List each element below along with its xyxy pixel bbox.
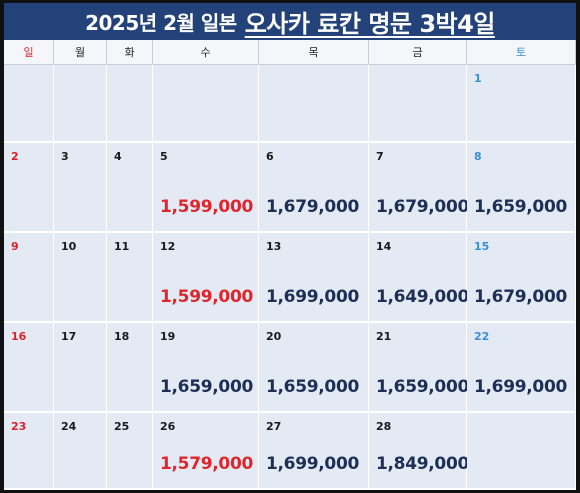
day-number: 5 (160, 150, 168, 163)
day-number: 25 (114, 420, 130, 433)
calendar-day-cell (153, 65, 259, 143)
calendar-day-cell[interactable]: 24 (54, 413, 107, 490)
calendar-day-cell[interactable]: 10 (54, 233, 107, 323)
calendar-day-cell[interactable]: 27 1,699,000 (259, 413, 369, 490)
price: 1,679,000 (376, 197, 470, 217)
weekday-tue: 화 (107, 40, 153, 65)
day-number: 18 (114, 330, 130, 343)
weekday-sat: 토 (467, 40, 576, 65)
day-number: 21 (376, 330, 392, 343)
day-number: 16 (11, 330, 27, 343)
day-number: 2 (11, 150, 19, 163)
price: 1,679,000 (266, 197, 360, 217)
price: 1,659,000 (160, 377, 254, 397)
calendar-day-cell[interactable]: 2 (4, 143, 54, 233)
calendar-day-cell[interactable]: 20 1,659,000 (259, 323, 369, 413)
day-number: 22 (474, 330, 490, 343)
price-highlight: 1,579,000 (160, 454, 254, 474)
price: 1,679,000 (474, 287, 568, 307)
calendar-day-cell[interactable]: 25 (107, 413, 153, 490)
day-number: 12 (160, 240, 176, 253)
calendar-day-cell[interactable]: 16 (4, 323, 54, 413)
weekday-thu: 목 (259, 40, 369, 65)
calendar-day-cell (4, 65, 54, 143)
calendar-day-cell (467, 413, 576, 490)
calendar-day-cell[interactable]: 1 (467, 65, 576, 143)
weekday-mon: 월 (54, 40, 107, 65)
price: 1,659,000 (266, 377, 360, 397)
calendar-day-cell[interactable]: 8 1,659,000 (467, 143, 576, 233)
day-number: 4 (114, 150, 122, 163)
day-number: 20 (266, 330, 282, 343)
weekday-fri: 금 (369, 40, 467, 65)
day-number: 23 (11, 420, 27, 433)
day-number: 15 (474, 240, 490, 253)
title-bar: 2025년 2월 일본 오사카 료칸 명문 3박4일 (4, 3, 576, 40)
calendar-day-cell (54, 65, 107, 143)
day-number: 28 (376, 420, 392, 433)
calendar-day-cell[interactable]: 14 1,649,000 (369, 233, 470, 323)
day-number: 1 (474, 72, 482, 85)
calendar-day-cell[interactable]: 23 (4, 413, 54, 490)
calendar-day-cell[interactable]: 11 (107, 233, 153, 323)
price: 1,659,000 (376, 377, 470, 397)
day-number: 11 (114, 240, 130, 253)
calendar-day-cell[interactable]: 9 (4, 233, 54, 323)
day-number: 6 (266, 150, 274, 163)
day-number: 27 (266, 420, 282, 433)
calendar-day-cell (369, 65, 467, 143)
calendar-day-cell[interactable]: 13 1,699,000 (259, 233, 369, 323)
weekday-header: 일 월 화 수 목 금 토 (4, 40, 576, 65)
day-number: 3 (61, 150, 69, 163)
calendar-day-cell[interactable]: 7 1,679,000 (369, 143, 470, 233)
calendar-day-cell (107, 65, 153, 143)
calendar-day-cell[interactable]: 28 1,849,000 (369, 413, 470, 490)
calendar-day-cell[interactable]: 3 (54, 143, 107, 233)
calendar-day-cell[interactable]: 21 1,659,000 (369, 323, 470, 413)
calendar-frame: 2025년 2월 일본 오사카 료칸 명문 3박4일 일 월 화 수 목 금 토… (4, 3, 576, 490)
price-highlight: 1,599,000 (160, 197, 254, 217)
price: 1,699,000 (474, 377, 568, 397)
day-number: 7 (376, 150, 384, 163)
calendar-day-cell (259, 65, 369, 143)
calendar-day-cell[interactable]: 4 (107, 143, 153, 233)
calendar-day-cell[interactable]: 19 1,659,000 (153, 323, 259, 413)
calendar-day-cell[interactable]: 26 1,579,000 (153, 413, 259, 490)
day-number: 17 (61, 330, 77, 343)
price: 1,649,000 (376, 287, 470, 307)
title-main: 오사카 료칸 명문 3박4일 (244, 10, 496, 38)
price: 1,699,000 (266, 287, 360, 307)
day-number: 14 (376, 240, 392, 253)
calendar-day-cell[interactable]: 18 (107, 323, 153, 413)
day-number: 24 (61, 420, 77, 433)
calendar-day-cell[interactable]: 15 1,679,000 (467, 233, 576, 323)
day-number: 8 (474, 150, 482, 163)
calendar-day-cell[interactable]: 22 1,699,000 (467, 323, 576, 413)
price: 1,659,000 (474, 197, 568, 217)
day-number: 10 (61, 240, 77, 253)
calendar-day-cell[interactable]: 5 1,599,000 (153, 143, 259, 233)
day-number: 26 (160, 420, 176, 433)
weekday-wed: 수 (153, 40, 259, 65)
price: 1,849,000 (376, 454, 470, 474)
calendar-day-cell[interactable]: 6 1,679,000 (259, 143, 369, 233)
day-number: 9 (11, 240, 19, 253)
calendar-day-cell[interactable]: 12 1,599,000 (153, 233, 259, 323)
day-number: 13 (266, 240, 282, 253)
calendar-day-cell[interactable]: 17 (54, 323, 107, 413)
price: 1,699,000 (266, 454, 360, 474)
price-highlight: 1,599,000 (160, 287, 254, 307)
title-prefix: 2025년 2월 일본 (85, 11, 237, 35)
weekday-sun: 일 (4, 40, 54, 65)
calendar-grid: 1 2 3 4 5 1,599,000 6 1,679,000 7 1,679,000 8 1,659… (4, 65, 576, 490)
day-number: 19 (160, 330, 176, 343)
